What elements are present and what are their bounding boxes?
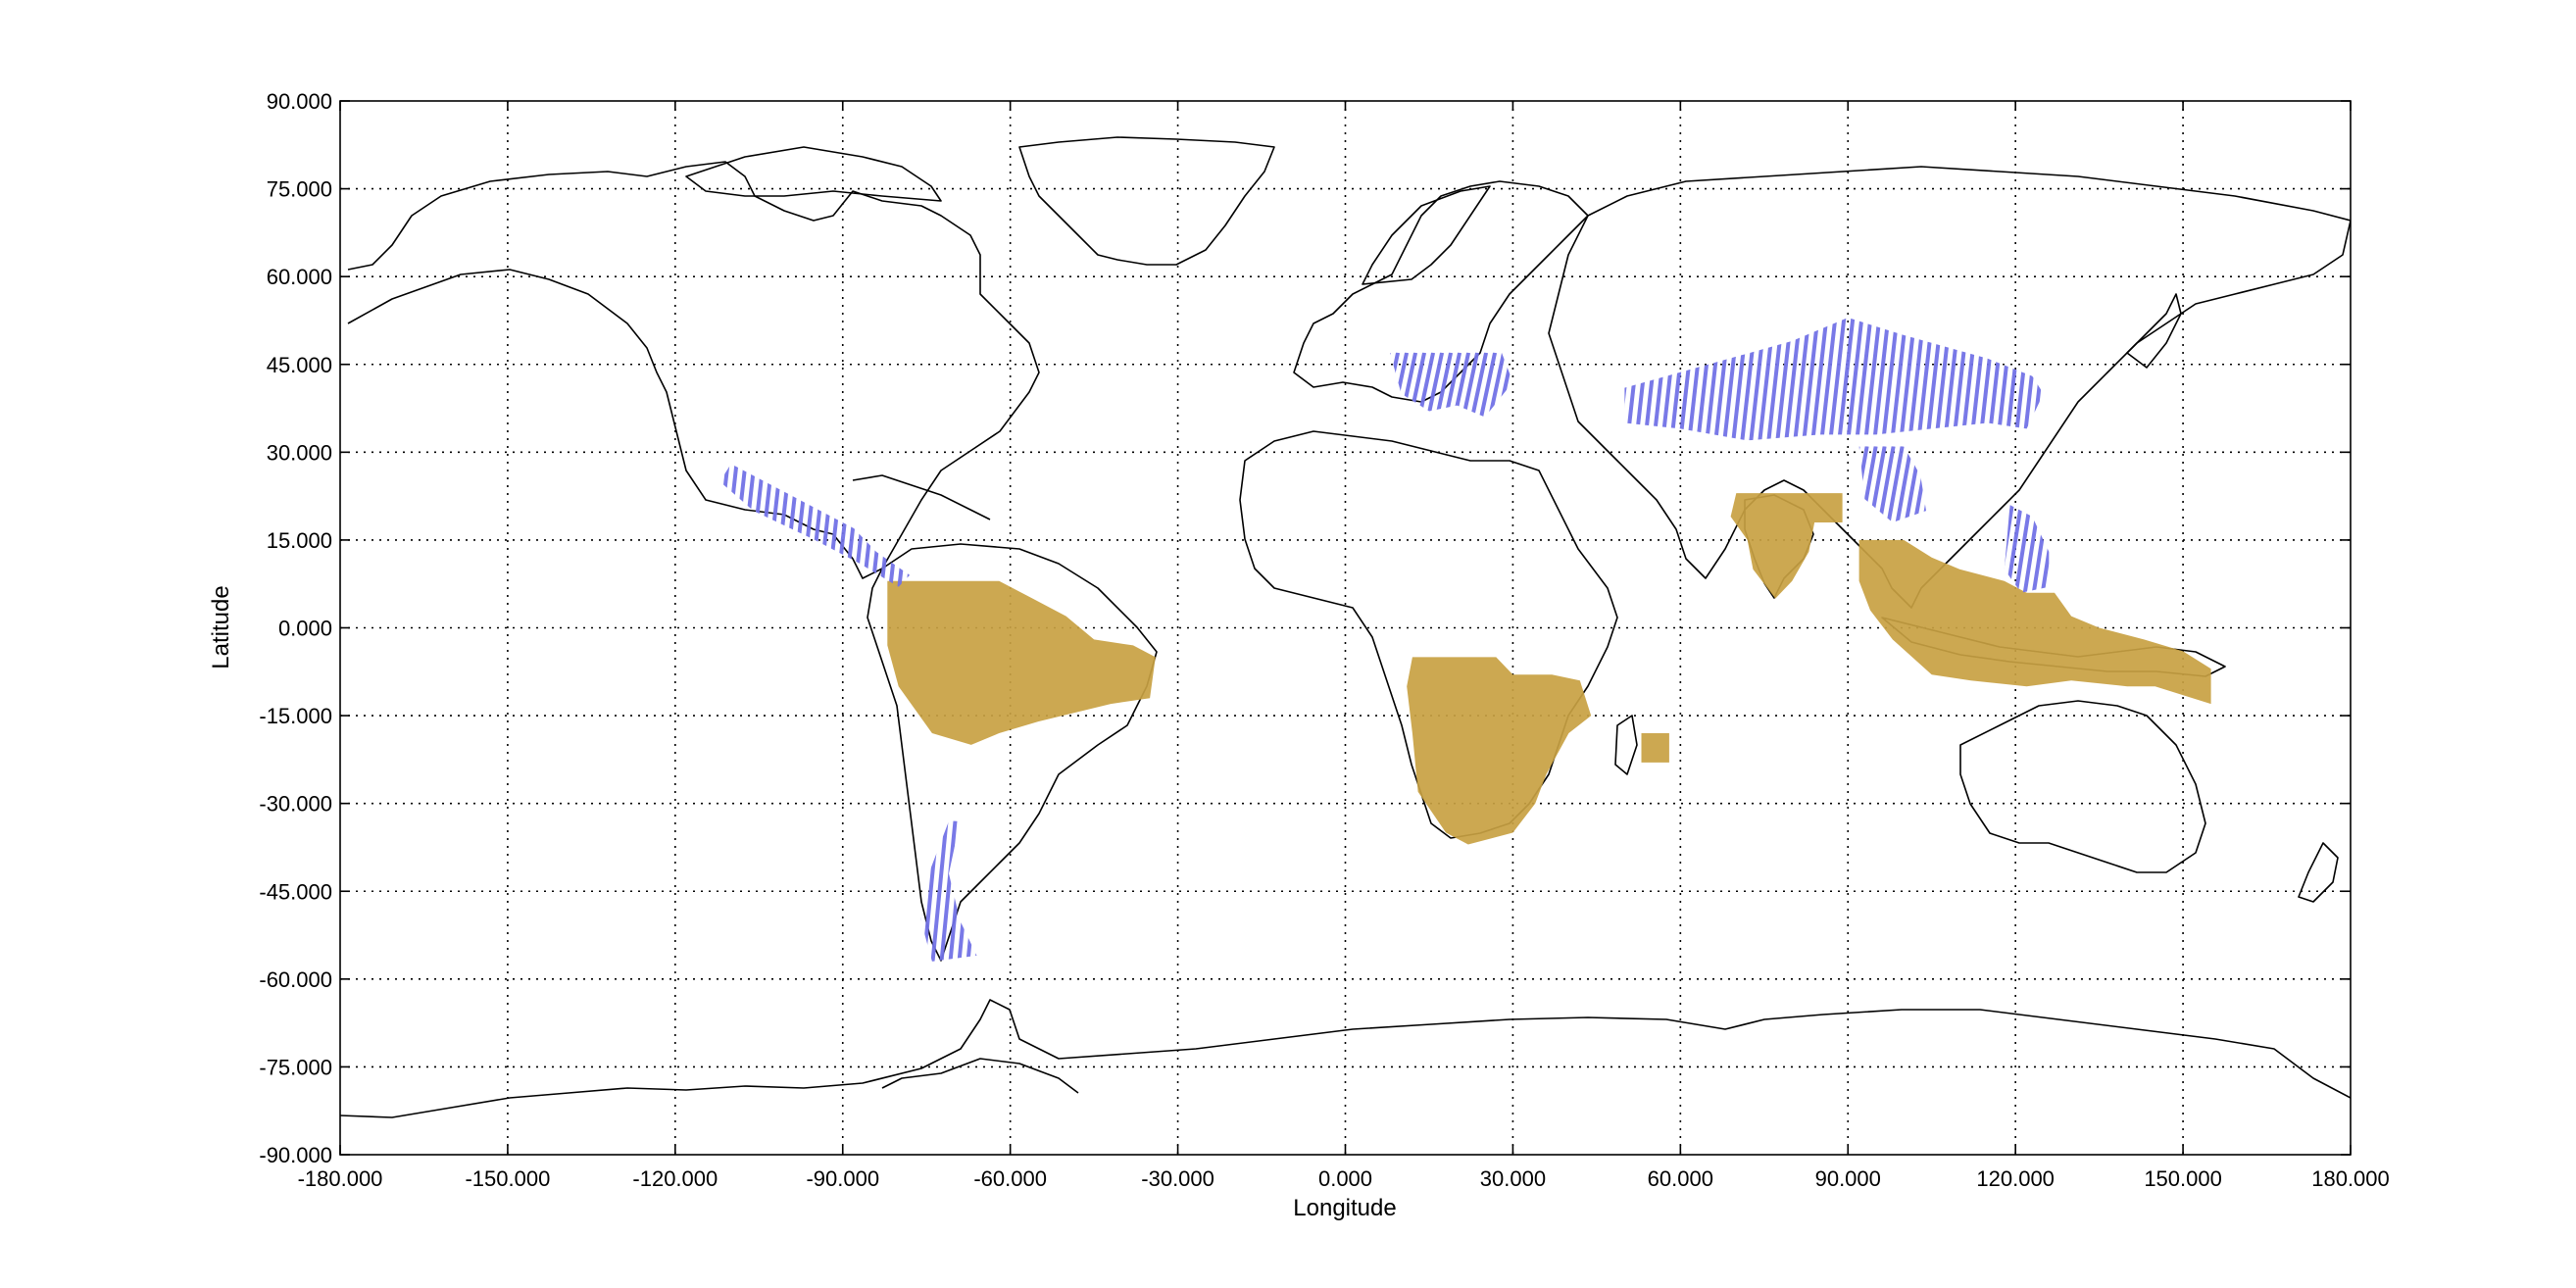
hatch-stroke: [930, 820, 949, 962]
coastlines: [340, 136, 2351, 1118]
x-axis-label: Longitude: [1293, 1195, 1396, 1221]
hatch-stroke: [1837, 318, 1856, 441]
hatch-stroke: [1470, 352, 1489, 418]
hatch-stroke: [1417, 352, 1436, 418]
coastline-greenland: [1018, 136, 1275, 266]
x-tick-label: -60.000: [973, 1166, 1047, 1191]
y-tick-label: 75.000: [267, 177, 332, 202]
hatch-stroke: [1793, 318, 1811, 441]
hatch-stroke: [1435, 352, 1454, 418]
y-tick-label: -60.000: [259, 967, 332, 992]
coastline-north-america: [347, 161, 1040, 579]
coastline-new-zealand: [2298, 842, 2339, 903]
y-tick-label: -90.000: [259, 1143, 332, 1167]
filled-region-south-america-amazon: [887, 580, 1156, 745]
hatch-stroke: [1819, 318, 1838, 441]
x-axis-ticks: -180.000 -150.000 -120.000 -90.000 -60.000 -3…: [298, 101, 2390, 1191]
hatch-stroke: [1890, 318, 1908, 441]
y-axis-ticks: 90.000 75.000 60.000 45.000 30.000 15.000 0.00…: [259, 89, 2351, 1167]
coastline-arctic-islands: [685, 146, 942, 202]
coastline-australia: [1959, 700, 2206, 873]
y-tick-label: -45.000: [259, 879, 332, 904]
x-tick-label: 90.000: [1815, 1166, 1881, 1191]
x-tick-label: 0.000: [1318, 1166, 1372, 1191]
hatch-stroke: [1461, 352, 1480, 418]
hatch-stroke: [1810, 318, 1829, 441]
x-tick-label: -90.000: [806, 1166, 879, 1191]
hatch-stroke: [1426, 352, 1445, 418]
x-tick-label: 150.000: [2144, 1166, 2222, 1191]
coastline-japan: [2126, 293, 2182, 369]
x-tick-label: 60.000: [1648, 1166, 1713, 1191]
y-tick-label: 15.000: [267, 528, 332, 553]
hatch-stroke: [1881, 318, 1900, 441]
hatch-stroke: [1877, 446, 1896, 522]
coastline-caribbean: [852, 474, 991, 520]
y-tick-label: 90.000: [267, 89, 332, 114]
hatch-stroke: [2013, 505, 2032, 593]
hatch-stroke: [1828, 318, 1847, 441]
coastline-antarctica: [340, 999, 2351, 1118]
x-tick-label: 30.000: [1480, 1166, 1546, 1191]
hatch-stroke: [1479, 352, 1498, 418]
x-tick-label: 180.000: [2311, 1166, 2390, 1191]
hatch-stroke: [1863, 318, 1882, 441]
y-tick-label: 60.000: [267, 265, 332, 289]
coastline-madagascar: [1614, 715, 1638, 775]
filled-region-southern-africa: [1407, 657, 1592, 845]
filled-regions: [887, 493, 2211, 845]
hatch-stroke: [1488, 352, 1507, 418]
coastline-south-america: [867, 543, 1158, 962]
filled-region-maritime-southeast-asia: [1858, 539, 2211, 705]
hatch-stroke: [1912, 446, 1926, 522]
filled-region-madagascar-east: [1641, 733, 1669, 763]
y-tick-label: 45.000: [267, 353, 332, 377]
hatch-stroke: [1895, 446, 1913, 522]
x-tick-label: -30.000: [1141, 1166, 1214, 1191]
y-tick-label: -75.000: [259, 1055, 332, 1079]
hatch-stroke: [1846, 318, 1864, 441]
hatch-stroke: [939, 820, 958, 962]
hatch-stroke: [1802, 318, 1820, 441]
coastline-antarctic-peninsula: [881, 1058, 1079, 1094]
x-tick-label: 120.000: [1976, 1166, 2055, 1191]
filled-region-india: [1730, 493, 1843, 599]
coastline-scandinavia: [1362, 185, 1491, 285]
y-tick-label: 0.000: [278, 617, 332, 641]
y-tick-label: 30.000: [267, 440, 332, 465]
hatch-stroke: [2040, 505, 2050, 593]
hatch-stroke: [1899, 318, 1917, 441]
hatch-stroke: [1855, 318, 1873, 441]
y-tick-label: -30.000: [259, 792, 332, 817]
coastline-asia: [1548, 166, 2351, 609]
x-tick-label: -180.000: [298, 1166, 383, 1191]
hatch-stroke: [1872, 318, 1891, 441]
hatch-stroke: [1886, 446, 1905, 522]
coastline-europe: [1293, 180, 1589, 403]
y-tick-label: -15.000: [259, 704, 332, 728]
y-axis-label: Latitude: [208, 585, 234, 669]
hatch-stroke: [1444, 352, 1462, 418]
x-tick-label: -120.000: [632, 1166, 718, 1191]
x-tick-label: -150.000: [465, 1166, 550, 1191]
